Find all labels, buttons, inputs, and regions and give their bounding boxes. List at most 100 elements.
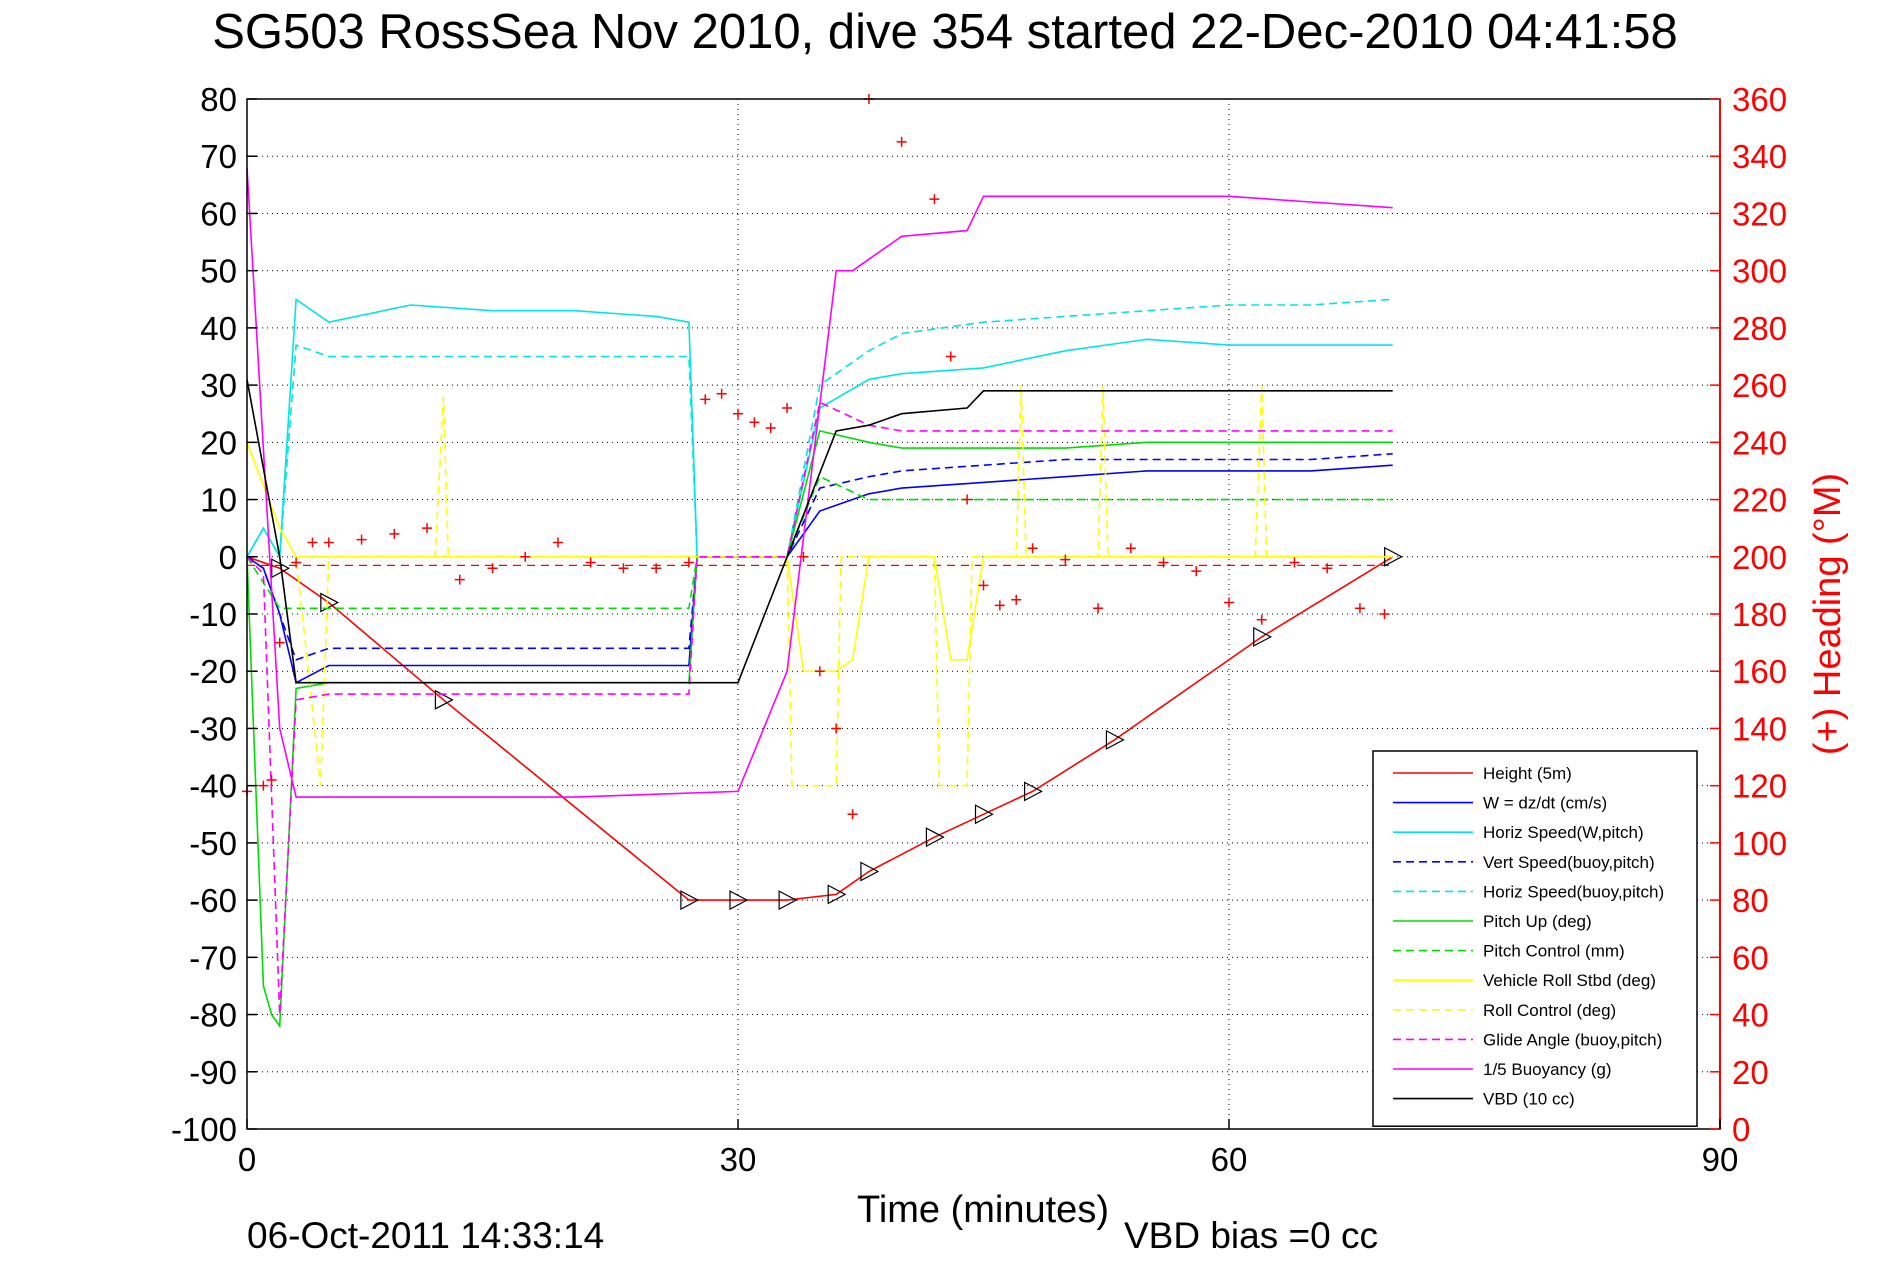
heading-point: [1060, 554, 1071, 565]
heading-point: [389, 528, 400, 539]
heading-point: [945, 351, 956, 362]
y2-tick-label: 180: [1732, 596, 1787, 633]
y-tick-label: 0: [219, 539, 237, 576]
series-line-5: [246, 429, 1393, 1029]
y-tick-label: -10: [189, 596, 237, 633]
x-tick-label: 0: [238, 1141, 256, 1178]
x-tick-label: 30: [720, 1141, 757, 1178]
series-line-10: [246, 167, 1393, 798]
heading-point: [422, 523, 433, 534]
y2-tick-label: 80: [1732, 882, 1769, 919]
y2-tick-label: 160: [1732, 653, 1787, 690]
y2-tick-label: 140: [1732, 710, 1787, 747]
legend-label: Horiz Speed(W,pitch): [1483, 823, 1644, 842]
heading-point: [274, 637, 285, 648]
y-axis-left: 80 70 60 50 40 30 20 10 0 -10 -20 -30 -40 -50 -60 -70 -8…: [171, 81, 257, 1148]
y2-tick-label: 220: [1732, 482, 1787, 519]
series-line-1: [246, 464, 1393, 684]
heading-point: [307, 537, 318, 548]
heading-point: [1027, 543, 1038, 554]
height-marker: [925, 827, 945, 848]
y-tick-label: 60: [200, 195, 237, 232]
heading-point: [1093, 603, 1104, 614]
heading-point: [700, 394, 711, 405]
heading-point: [258, 780, 269, 791]
heading-point: [618, 563, 629, 574]
series-line-0: [246, 556, 1394, 901]
series-line-8: [246, 385, 1393, 787]
legend-label: Vehicle Roll Stbd (deg): [1483, 971, 1656, 990]
series-line-2: [246, 297, 1393, 560]
y-tick-label: 80: [200, 81, 237, 118]
heading-point: [749, 417, 760, 428]
y2-tick-label: 20: [1732, 1054, 1769, 1091]
y2-tick-label: 200: [1732, 539, 1787, 576]
legend-label: Glide Angle (buoy,pitch): [1483, 1030, 1662, 1049]
series-layer: [242, 94, 1403, 1029]
y2-tick-label: 260: [1732, 367, 1787, 404]
heading-point: [1379, 609, 1390, 619]
heading-point: [831, 723, 842, 734]
series-line-4: [246, 298, 1393, 560]
height-marker: [320, 592, 340, 613]
y2-tick-label: 300: [1732, 253, 1787, 290]
legend-label: Vert Speed(buoy,pitch): [1483, 853, 1655, 872]
height-marker: [434, 689, 454, 710]
heading-point: [454, 574, 465, 585]
x-axis-label: Time (minutes): [857, 1189, 1109, 1231]
legend-label: Pitch Control (mm): [1483, 942, 1625, 961]
y-tick-label: 20: [200, 424, 237, 461]
heading-point: [683, 557, 694, 568]
series-heading-points: [242, 94, 1390, 820]
heading-point: [552, 537, 563, 548]
y2-tick-label: 360: [1732, 81, 1787, 118]
y-tick-label: -50: [189, 825, 237, 862]
y2-tick-label: 320: [1732, 195, 1787, 232]
legend-label: Height (5m): [1483, 764, 1572, 783]
y-tick-label: -30: [189, 710, 237, 747]
y-tick-label: -60: [189, 882, 237, 919]
height-marker: [827, 884, 847, 905]
y-tick-label: 70: [200, 138, 237, 175]
y-tick-label: -40: [189, 768, 237, 805]
y2-tick-label: 100: [1732, 825, 1787, 862]
series-line-6: [246, 475, 1393, 610]
heading-point: [1322, 563, 1333, 574]
legend-label: VBD (10 cc): [1483, 1090, 1575, 1109]
chart-title: SG503 RossSea Nov 2010, dive 354 started…: [212, 5, 1678, 59]
heading-point: [1125, 543, 1136, 554]
heading-point: [487, 563, 498, 574]
legend-label: Roll Control (deg): [1483, 1001, 1616, 1020]
series-line-11: [246, 379, 1393, 684]
heading-point: [716, 388, 727, 399]
y2-tick-label: 60: [1732, 939, 1769, 976]
footer-date: 06-Oct-2011 14:33:14: [247, 1215, 604, 1256]
heading-point: [651, 563, 662, 574]
height-marker: [729, 890, 749, 911]
footer-vbd-bias: VBD bias =0 cc: [1124, 1215, 1378, 1256]
height-marker: [680, 890, 700, 911]
heading-point: [323, 537, 334, 548]
legend-label: Horiz Speed(buoy,pitch): [1483, 882, 1664, 901]
heading-point: [929, 194, 940, 205]
y-tick-label: 40: [200, 310, 237, 347]
height-marker: [1023, 781, 1043, 802]
y-tick-label: 50: [200, 253, 237, 290]
height-marker: [1253, 626, 1273, 647]
legend-label: W = dz/dt (cm/s): [1483, 794, 1607, 813]
heading-point: [978, 580, 989, 591]
y-tick-label: -20: [189, 653, 237, 690]
heading-point: [994, 600, 1005, 611]
series-line-9: [246, 401, 1393, 1015]
heading-point: [1354, 603, 1365, 614]
y2-tick-label: 340: [1732, 138, 1787, 175]
legend-box: [1372, 750, 1698, 1127]
y2-tick-label: 120: [1732, 768, 1787, 805]
heading-point: [291, 557, 302, 568]
heading-point: [1011, 594, 1022, 605]
y-tick-label: 30: [200, 367, 237, 404]
heading-point: [962, 494, 973, 505]
x-tick-label: 60: [1211, 1141, 1248, 1178]
y-tick-label: -90: [189, 1054, 237, 1091]
